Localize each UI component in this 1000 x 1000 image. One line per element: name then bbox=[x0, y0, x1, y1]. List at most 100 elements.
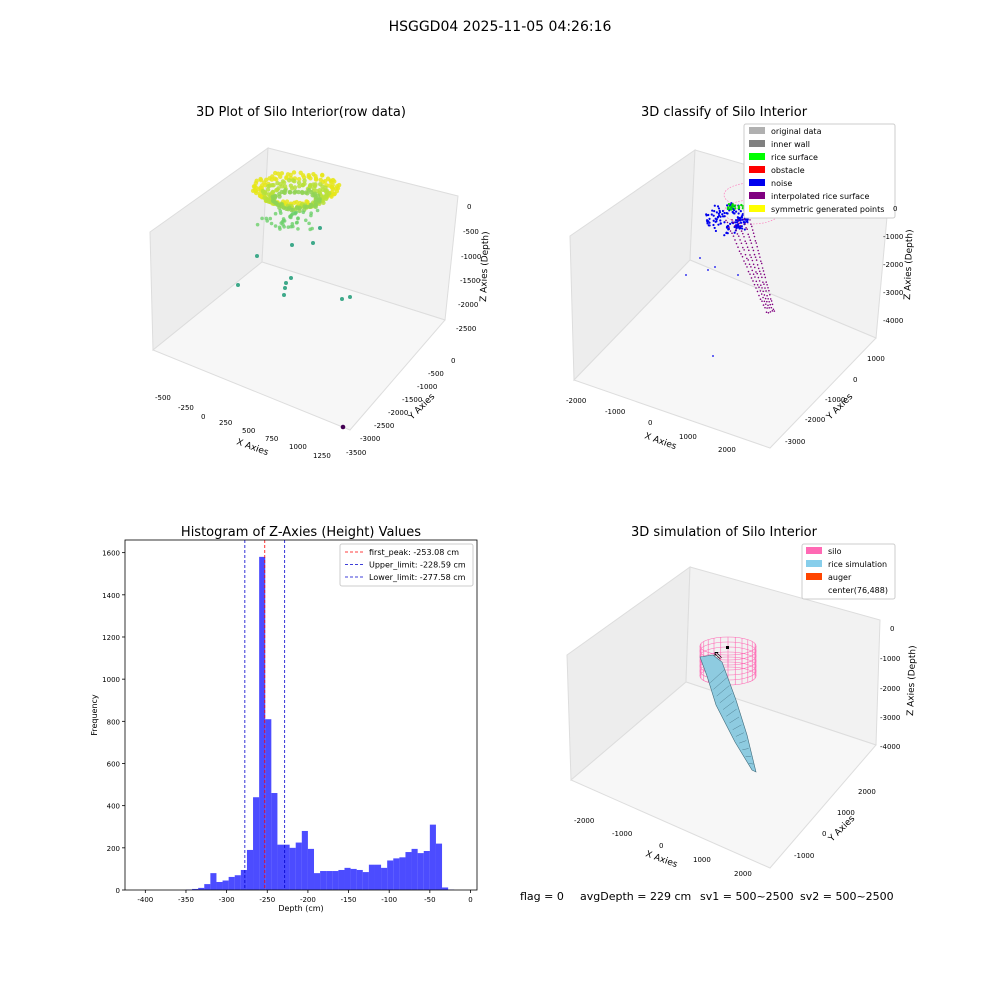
data-point bbox=[323, 178, 328, 184]
noise-point bbox=[716, 205, 720, 208]
interpolated-point bbox=[769, 293, 771, 296]
noise-point bbox=[719, 215, 722, 218]
interpolated-point bbox=[748, 263, 751, 266]
data-point bbox=[276, 186, 281, 191]
legend-label: Upper_limit: -228.59 cm bbox=[369, 561, 466, 570]
interpolated-point bbox=[766, 307, 768, 309]
interpolated-point bbox=[740, 252, 742, 255]
noise-point bbox=[715, 211, 718, 214]
data-point bbox=[330, 185, 335, 190]
noise-point bbox=[712, 214, 715, 217]
noise-point bbox=[743, 228, 746, 231]
noise-point bbox=[711, 209, 714, 212]
interpolated-point bbox=[731, 232, 733, 235]
legend: silo rice simulation auger center(76,488) bbox=[801, 543, 896, 600]
histogram-bar bbox=[295, 842, 302, 890]
histogram-bar bbox=[393, 858, 400, 890]
y-tick: 0 bbox=[451, 357, 455, 365]
x-tick-label: -250 bbox=[259, 896, 275, 904]
histogram-bar bbox=[301, 830, 308, 890]
interpolated-point bbox=[733, 225, 736, 227]
interpolated-point bbox=[740, 242, 743, 245]
x-tick-label: -350 bbox=[178, 896, 194, 904]
panel-histogram: Histogram of Z-Axies (Height) Values -40… bbox=[90, 525, 478, 913]
rice-surface-point bbox=[729, 205, 732, 209]
histogram-bar bbox=[356, 869, 363, 890]
noise-point bbox=[712, 219, 715, 222]
interpolated-point bbox=[735, 242, 738, 245]
interpolated-point bbox=[759, 256, 761, 258]
noise-point bbox=[721, 209, 725, 213]
x-axis-label: Depth (cm) bbox=[278, 904, 323, 913]
noise-point bbox=[735, 221, 739, 224]
data-point bbox=[296, 177, 302, 182]
histogram-bar bbox=[411, 848, 418, 890]
interpolated-point bbox=[749, 239, 752, 242]
data-point bbox=[271, 182, 276, 188]
data-point bbox=[320, 173, 325, 178]
rice-surface-point bbox=[730, 208, 733, 211]
y-axis-label: Frequency bbox=[90, 694, 99, 736]
interpolated-point bbox=[752, 232, 755, 235]
noise-point bbox=[738, 227, 741, 230]
noise-point bbox=[714, 266, 716, 268]
data-point bbox=[289, 224, 293, 229]
data-point bbox=[270, 189, 276, 195]
interpolated-point bbox=[757, 267, 760, 270]
z-tick: -2500 bbox=[456, 325, 476, 333]
x-tick: 250 bbox=[219, 419, 232, 427]
interpolated-point bbox=[744, 253, 747, 256]
histogram-bar bbox=[259, 556, 266, 890]
interpolated-point bbox=[746, 228, 748, 231]
y-tick-label: 1400 bbox=[102, 592, 120, 600]
z-tick: -1000 bbox=[461, 253, 481, 261]
z-tick: 0 bbox=[467, 203, 471, 211]
data-point bbox=[313, 176, 319, 181]
data-point bbox=[279, 202, 284, 207]
noise-point bbox=[719, 222, 722, 225]
legend-label: auger bbox=[828, 573, 852, 582]
x-tick: 2000 bbox=[734, 870, 752, 878]
data-point bbox=[303, 218, 308, 223]
interpolated-point bbox=[764, 303, 767, 305]
interpolated-point bbox=[769, 311, 772, 313]
noise-point bbox=[707, 224, 710, 227]
data-point bbox=[315, 208, 320, 213]
interpolated-point bbox=[758, 294, 760, 297]
data-point bbox=[307, 204, 313, 209]
x-tick-label: -50 bbox=[424, 896, 435, 904]
status-footer: flag = 0 avgDepth = 229 cm sv1 = 500~250… bbox=[520, 890, 894, 903]
interpolated-point bbox=[736, 233, 739, 235]
interpolated-point bbox=[767, 297, 769, 300]
histogram-bar bbox=[222, 880, 229, 890]
data-point bbox=[340, 297, 344, 301]
data-point bbox=[260, 216, 264, 221]
interpolated-point bbox=[738, 222, 740, 225]
data-point bbox=[279, 171, 285, 176]
legend-label: inner wall bbox=[771, 140, 810, 149]
y-axis-label: Y Axies bbox=[826, 814, 857, 845]
z-tick: -4000 bbox=[883, 317, 903, 325]
rice-simulation-surface bbox=[699, 654, 757, 773]
interpolated-point bbox=[756, 290, 759, 293]
interpolated-point bbox=[759, 298, 762, 300]
noise-point bbox=[721, 213, 724, 216]
histogram-bar bbox=[240, 869, 247, 890]
x-tick-label: -100 bbox=[381, 896, 397, 904]
histogram-bar bbox=[271, 793, 278, 890]
panel-classify-title: 3D classify of Silo Interior bbox=[641, 105, 808, 120]
auger-marker: ⇖ bbox=[713, 648, 723, 662]
y-tick-label: 200 bbox=[107, 845, 120, 853]
interpolated-point bbox=[760, 273, 762, 275]
data-point bbox=[278, 209, 283, 213]
noise-point bbox=[718, 209, 721, 213]
data-point bbox=[292, 179, 297, 184]
y-tick: -3000 bbox=[785, 438, 805, 446]
z-tick: -1000 bbox=[883, 233, 903, 241]
noise-point bbox=[706, 222, 709, 225]
noise-point bbox=[717, 223, 720, 226]
x-tick: 0 bbox=[201, 413, 205, 421]
y-tick: 1000 bbox=[837, 809, 855, 817]
interpolated-point bbox=[738, 250, 741, 253]
z-tick-labels: 0 -1000 -2000 -3000 -4000 bbox=[883, 205, 903, 325]
